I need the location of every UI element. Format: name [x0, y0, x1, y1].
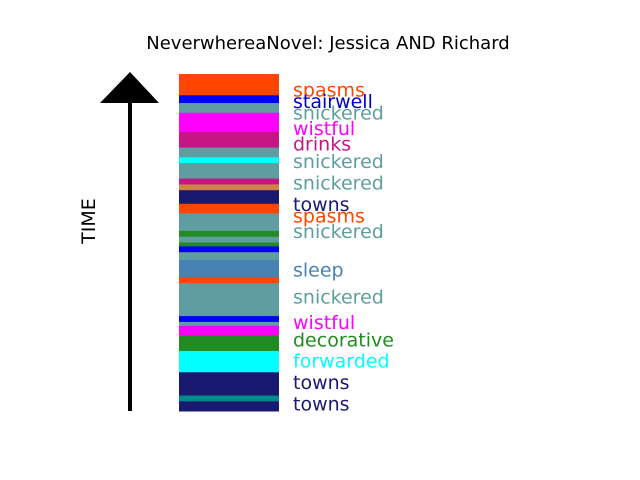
word-label: sleep [293, 260, 344, 282]
word-label: snickered [293, 103, 384, 125]
bar-segment [179, 321, 279, 327]
bar-segment [179, 277, 279, 284]
bar-segment [179, 372, 279, 383]
word-labels: spasmsstairwellsnickeredwistfuldrinkssni… [293, 79, 394, 415]
bar-segment [179, 112, 279, 121]
bar-segment [179, 401, 279, 412]
bar-segment [179, 147, 279, 158]
bar-segment [179, 221, 279, 232]
word-label: forwarded [293, 351, 390, 373]
bar-segment [179, 95, 279, 104]
word-label: towns [293, 194, 350, 216]
word-label: spasms [293, 205, 365, 227]
bar-segment [179, 157, 279, 164]
bar-segment [179, 325, 279, 336]
bar-segment [179, 252, 279, 261]
bar-segment [179, 381, 279, 397]
bar-segment [179, 341, 279, 352]
word-label: stairwell [293, 91, 373, 113]
bar-segment [179, 190, 279, 205]
bar-segment [179, 184, 279, 191]
word-label: towns [293, 372, 350, 394]
bar-segment [179, 178, 279, 185]
bar-segment [179, 230, 279, 238]
timeline-bar [179, 74, 279, 412]
word-label: wistful [293, 312, 355, 334]
time-arrow-head [100, 72, 159, 103]
bar-segment [179, 350, 279, 373]
word-label: spasms [293, 79, 365, 101]
bar-segment [179, 236, 279, 243]
bar-segment [179, 395, 279, 402]
bar-segment [179, 103, 279, 114]
bar-segment [179, 163, 279, 170]
time-axis-label: TIME [78, 198, 100, 245]
bar-segment [179, 259, 279, 278]
bar-segment [179, 283, 279, 317]
word-label: snickered [293, 221, 384, 243]
word-label: snickered [293, 151, 384, 173]
bar-segment [179, 168, 279, 180]
word-label: decorative [293, 329, 394, 351]
chart-title: NeverwhereaNovel: Jessica AND Richard [146, 33, 509, 54]
word-label: snickered [293, 172, 384, 194]
time-axis: TIME [78, 72, 159, 411]
bar-segment [179, 74, 279, 85]
bar-segment [179, 335, 279, 342]
bar-segment [179, 83, 279, 96]
word-label: snickered [293, 287, 384, 309]
bar-segment [179, 132, 279, 149]
bar-segment [179, 316, 279, 323]
bar-segment [179, 246, 279, 253]
bar-segment [179, 120, 279, 133]
bar-segment [179, 203, 279, 214]
word-label: drinks [293, 134, 351, 156]
word-label: towns [293, 393, 350, 415]
bar-segment [179, 242, 279, 247]
word-label: wistful [293, 118, 355, 140]
bar-segment [179, 213, 279, 222]
